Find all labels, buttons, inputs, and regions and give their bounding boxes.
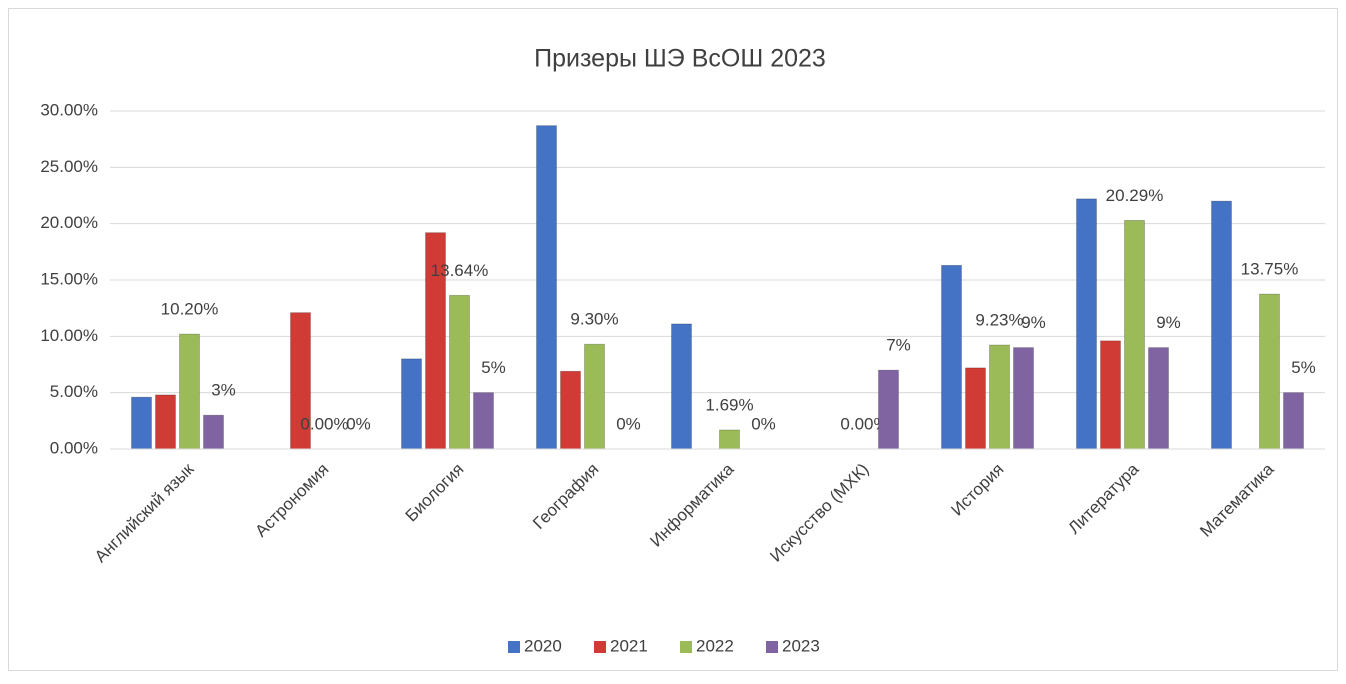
bar xyxy=(473,392,494,450)
data-label: 1.69% xyxy=(705,395,753,414)
data-label: 3% xyxy=(211,381,236,400)
bar xyxy=(719,429,740,450)
y-tick-label: 20.00% xyxy=(40,213,98,232)
bar xyxy=(1211,200,1232,450)
bar xyxy=(131,396,152,450)
bar xyxy=(536,125,557,450)
bar xyxy=(155,394,176,450)
y-tick-label: 0.00% xyxy=(50,438,98,457)
bar xyxy=(965,367,986,450)
data-label: 0.00% xyxy=(300,414,348,433)
bar xyxy=(1013,347,1034,450)
data-label: 13.75% xyxy=(1241,260,1299,279)
bar xyxy=(1076,198,1097,450)
bar xyxy=(1283,392,1304,450)
legend-swatch xyxy=(508,641,520,653)
data-label: 20.29% xyxy=(1106,186,1164,205)
bar xyxy=(878,369,899,450)
legend-label: 2020 xyxy=(524,636,562,655)
bar xyxy=(449,294,470,450)
y-tick-label: 10.00% xyxy=(40,326,98,345)
legend-label: 2021 xyxy=(610,636,648,655)
data-label: 7% xyxy=(886,336,911,355)
bar xyxy=(1148,347,1169,450)
data-label: 13.64% xyxy=(431,261,489,280)
data-label: 0% xyxy=(616,414,641,433)
data-label: 9.23% xyxy=(975,310,1023,329)
data-label: 9% xyxy=(1156,313,1181,332)
y-tick-label: 15.00% xyxy=(40,269,98,288)
data-label: 9.30% xyxy=(570,310,618,329)
legend-label: 2023 xyxy=(782,636,820,655)
y-tick-label: 30.00% xyxy=(40,100,98,119)
bar xyxy=(179,333,200,450)
bar xyxy=(584,343,605,450)
bar xyxy=(401,358,422,450)
legend-swatch xyxy=(680,641,692,653)
y-tick-label: 5.00% xyxy=(50,382,98,401)
bar xyxy=(1124,219,1145,450)
bar xyxy=(203,414,224,450)
bar xyxy=(941,264,962,450)
bar xyxy=(671,323,692,450)
bar xyxy=(560,370,581,450)
bar xyxy=(1259,293,1280,450)
data-label: 0% xyxy=(751,414,776,433)
data-label: 5% xyxy=(1291,358,1316,377)
data-label: 0.00% xyxy=(840,414,888,433)
legend-swatch xyxy=(766,641,778,653)
legend-label: 2022 xyxy=(696,636,734,655)
data-label: 9% xyxy=(1021,313,1046,332)
bar xyxy=(1100,340,1121,450)
chart-title: Призеры ШЭ ВсОШ 2023 xyxy=(534,45,826,73)
data-label: 5% xyxy=(481,358,506,377)
data-label: 0% xyxy=(346,414,371,433)
y-tick-label: 25.00% xyxy=(40,157,98,176)
bar xyxy=(989,344,1010,450)
data-label: 10.20% xyxy=(161,300,219,319)
legend-swatch xyxy=(594,641,606,653)
